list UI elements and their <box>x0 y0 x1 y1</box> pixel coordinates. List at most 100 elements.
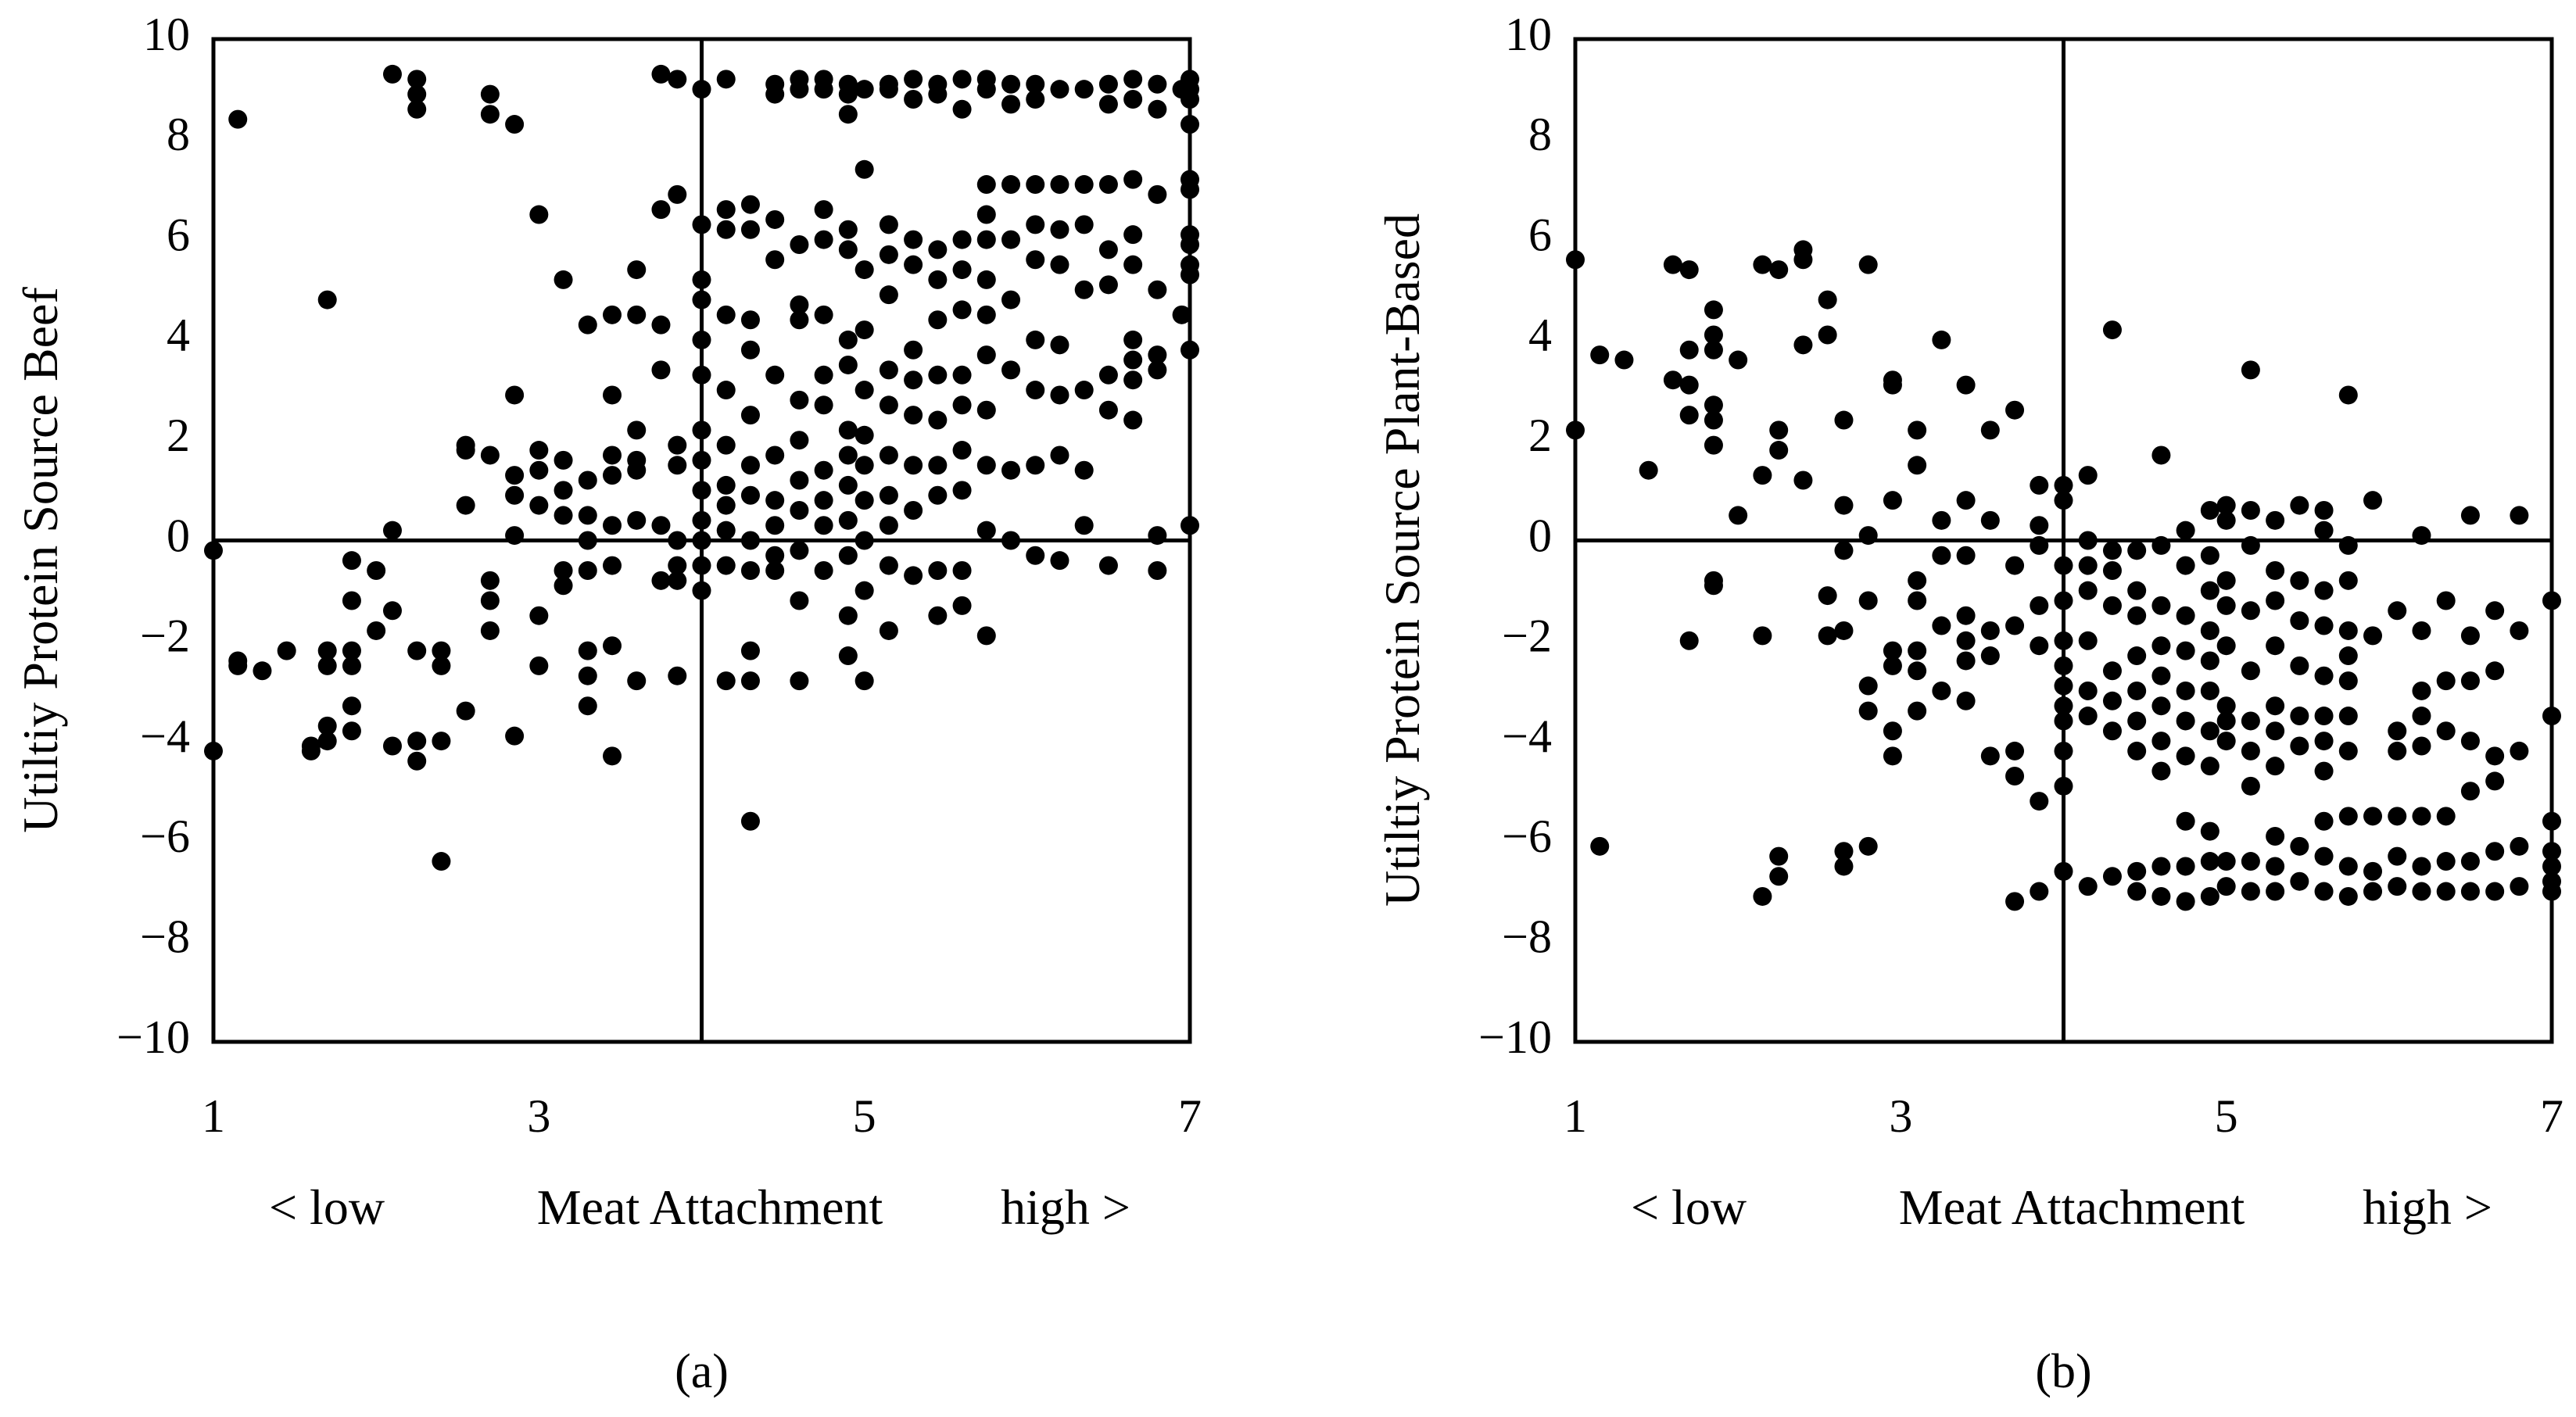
data-point <box>2314 616 2334 635</box>
data-point <box>2241 535 2260 555</box>
data-point <box>1148 560 1167 580</box>
data-point <box>879 395 898 415</box>
data-point <box>790 80 809 99</box>
data-point <box>716 496 736 515</box>
data-point <box>529 441 549 460</box>
data-point <box>578 641 597 660</box>
data-point <box>838 420 858 440</box>
data-point <box>2200 651 2220 671</box>
data-point <box>2460 506 2480 525</box>
data-point <box>627 420 647 440</box>
data-point <box>2510 836 2529 856</box>
data-point <box>2241 360 2260 380</box>
data-point <box>2314 761 2334 781</box>
data-point <box>790 471 809 490</box>
data-point <box>952 300 972 320</box>
data-point <box>529 606 549 625</box>
data-point <box>2200 621 2220 640</box>
data-point <box>2338 671 2358 691</box>
data-point <box>480 445 500 465</box>
data-point <box>2151 761 2171 781</box>
data-point <box>2005 892 2025 911</box>
data-point <box>2266 721 2285 741</box>
data-point <box>790 591 809 610</box>
data-point <box>2241 741 2260 760</box>
data-point <box>1026 74 1045 94</box>
data-point <box>716 435 736 455</box>
y-tick-label: 6 <box>1528 209 1552 260</box>
y-tick-label: 8 <box>167 109 190 160</box>
data-point <box>1769 441 1789 460</box>
data-point <box>716 305 736 324</box>
data-point <box>668 531 687 550</box>
data-point <box>814 200 833 220</box>
data-point <box>2314 882 2334 901</box>
data-point <box>554 270 573 289</box>
data-point <box>2200 501 2220 521</box>
data-point <box>2241 661 2260 681</box>
data-point <box>578 506 597 525</box>
data-point <box>814 230 833 249</box>
data-point <box>854 381 874 400</box>
data-point <box>1679 260 1699 280</box>
data-point <box>2216 496 2236 515</box>
data-point <box>2030 636 2049 656</box>
data-point <box>1098 74 1118 94</box>
data-point <box>668 435 687 455</box>
data-point <box>1679 375 1699 395</box>
data-point <box>692 510 711 530</box>
data-point <box>2363 491 2383 510</box>
y-tick-label: −8 <box>1502 911 1552 962</box>
data-point <box>904 406 923 425</box>
data-point <box>2266 882 2285 901</box>
data-point <box>2078 466 2098 485</box>
data-point <box>1172 305 1191 324</box>
data-point <box>480 621 500 640</box>
data-point <box>854 425 874 445</box>
data-point <box>740 406 760 425</box>
data-point <box>740 456 760 475</box>
data-point <box>367 560 386 580</box>
data-point <box>2176 811 2195 831</box>
data-point <box>2542 882 2561 901</box>
data-point <box>1001 360 1021 380</box>
data-point <box>854 581 874 600</box>
data-point <box>317 290 337 310</box>
data-point <box>2412 736 2431 756</box>
data-point <box>1148 280 1167 299</box>
data-point <box>578 696 597 716</box>
data-point <box>1098 240 1118 259</box>
data-point <box>2388 601 2407 621</box>
data-point <box>1050 175 1069 195</box>
data-point <box>2241 711 2260 731</box>
data-point <box>2078 531 2098 550</box>
data-point <box>2542 857 2561 876</box>
data-point <box>1956 375 1976 395</box>
data-point <box>854 159 874 179</box>
data-point <box>228 656 248 675</box>
data-point <box>790 431 809 450</box>
data-point <box>1956 491 1976 510</box>
y-tick-label: 0 <box>1528 510 1552 561</box>
x-axis-high-label: high > <box>1001 1179 1130 1235</box>
data-point <box>342 656 361 675</box>
data-point <box>1001 74 1021 94</box>
data-point <box>790 501 809 521</box>
data-point <box>1932 546 1951 565</box>
data-point <box>2078 556 2098 575</box>
data-point <box>2176 746 2195 766</box>
data-point <box>505 726 525 746</box>
data-point <box>2542 591 2561 610</box>
data-point <box>2388 877 2407 896</box>
data-point <box>2266 757 2285 776</box>
data-point <box>790 310 809 330</box>
data-point <box>1001 230 1021 249</box>
data-point <box>2216 852 2236 871</box>
data-point <box>627 510 647 530</box>
data-point <box>1818 586 1837 606</box>
data-point <box>2314 846 2334 866</box>
data-point <box>2030 596 2049 615</box>
data-point <box>790 541 809 560</box>
data-point <box>1123 89 1143 109</box>
data-point <box>2266 826 2285 846</box>
